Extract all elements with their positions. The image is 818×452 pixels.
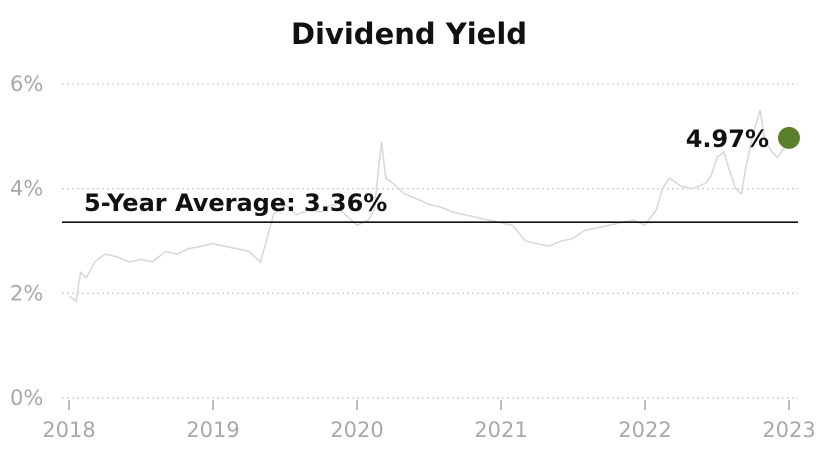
x-tick-label: 2023 — [762, 418, 815, 442]
y-tick-label: 6% — [10, 72, 43, 96]
x-tick-label: 2021 — [474, 418, 527, 442]
x-tick-label: 2019 — [186, 418, 239, 442]
y-tick-label: 4% — [10, 177, 43, 201]
x-tick-label: 2020 — [330, 418, 383, 442]
y-axis: 0% 2% 4% 6% — [10, 72, 43, 410]
y-tick-label: 0% — [10, 386, 43, 410]
current-yield-label: 4.97% — [686, 125, 769, 153]
average-label: 5-Year Average: 3.36% — [84, 189, 387, 217]
current-yield-marker — [778, 126, 800, 149]
x-tick-label: 2022 — [618, 418, 671, 442]
x-tick-label: 2018 — [42, 418, 95, 442]
y-tick-label: 2% — [10, 281, 43, 305]
yield-series-line — [68, 109, 790, 303]
chart-title: Dividend Yield — [291, 17, 527, 51]
x-axis: 2018 2019 2020 2021 2022 2023 — [42, 400, 816, 442]
